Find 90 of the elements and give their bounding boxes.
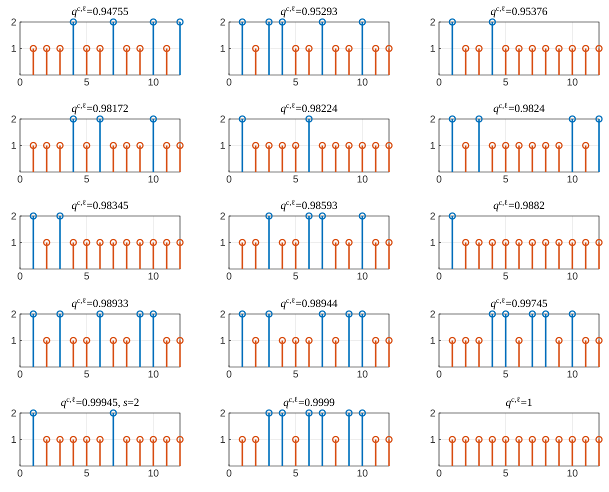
- y-tick-label: 1: [430, 142, 435, 149]
- x-tick-label: 0: [18, 470, 22, 477]
- x-tick-label: 0: [436, 272, 442, 280]
- chart-title: q$^{c,ℓ}$=0.99745: [490, 298, 548, 310]
- y-tick-label: 2: [220, 310, 225, 318]
- x-tick-label: 0: [436, 78, 442, 86]
- y-tick-label: 1: [430, 436, 435, 443]
- x-tick-label: 5: [84, 370, 90, 378]
- y-tick-label: 2: [11, 212, 16, 220]
- y-tick-label: 2: [11, 116, 16, 122]
- x-tick-label: 5: [84, 78, 90, 86]
- y-tick-label: 1: [430, 45, 435, 52]
- x-tick-label: 0: [18, 370, 22, 378]
- y-tick-label: 1: [220, 239, 225, 246]
- y-tick-label: 1: [12, 45, 16, 52]
- x-tick-label: 10: [568, 176, 578, 183]
- chart-title: q$^{c,ℓ}$=0.98944: [280, 298, 338, 310]
- y-tick-label: 2: [11, 410, 16, 416]
- x-tick-label: 0: [18, 272, 22, 280]
- y-tick-label: 2: [220, 18, 225, 26]
- x-tick-label: 5: [84, 470, 90, 477]
- x-tick-label: 5: [84, 272, 90, 280]
- y-tick-label: 2: [430, 212, 435, 220]
- x-tick-label: 5: [503, 78, 508, 86]
- x-tick-label: 0: [226, 176, 232, 183]
- x-tick-label: 5: [293, 176, 298, 182]
- chart-title: q$^{c,ℓ}$=0.98593: [280, 200, 338, 212]
- x-tick-label: 10: [148, 470, 159, 477]
- y-tick-label: 1: [220, 337, 225, 344]
- x-tick-label: 5: [293, 470, 298, 477]
- y-tick-label: 1: [220, 436, 225, 443]
- x-tick-label: 10: [358, 272, 368, 280]
- x-tick-label: 0: [18, 78, 22, 86]
- x-tick-label: 10: [568, 370, 578, 378]
- y-tick-label: 2: [220, 410, 225, 416]
- x-tick-label: 5: [293, 272, 298, 280]
- x-tick-label: 10: [148, 272, 159, 280]
- x-tick-label: 0: [226, 370, 232, 378]
- y-tick-label: 2: [11, 18, 16, 26]
- y-tick-label: 1: [220, 45, 225, 52]
- chart-title: q$^{c,ℓ}$=0.98224: [280, 102, 338, 114]
- x-tick-label: 0: [226, 272, 232, 280]
- x-tick-label: 0: [226, 470, 232, 477]
- y-tick-label: 2: [11, 310, 16, 318]
- y-tick-label: 2: [430, 18, 435, 26]
- x-tick-label: 10: [568, 78, 578, 86]
- y-tick-label: 2: [220, 116, 225, 122]
- x-tick-label: 0: [436, 176, 442, 183]
- chart-title: q$^{c,ℓ}$=0.98172: [72, 102, 128, 114]
- x-tick-label: 10: [358, 78, 368, 86]
- chart-title: q$^{c,ℓ}$=0.9999: [284, 396, 334, 408]
- y-tick-label: 2: [430, 410, 435, 416]
- y-tick-label: 1: [430, 239, 435, 246]
- x-tick-label: 10: [358, 176, 368, 183]
- x-tick-label: 10: [148, 78, 159, 86]
- x-tick-label: 5: [293, 78, 298, 86]
- x-tick-label: 5: [503, 470, 508, 477]
- chart-title: q$^{c,ℓ}$=0.99945, s=2: [61, 396, 139, 408]
- y-tick-label: 1: [12, 436, 16, 443]
- x-tick-label: 10: [358, 470, 368, 477]
- chart-title: q$^{c,ℓ}$=1: [506, 396, 532, 408]
- x-tick-label: 10: [568, 470, 578, 477]
- x-tick-label: 0: [436, 470, 442, 477]
- y-tick-label: 1: [220, 142, 225, 149]
- y-tick-label: 1: [12, 239, 16, 246]
- chart-title: q$^{c,ℓ}$=0.98933: [72, 298, 128, 310]
- x-tick-label: 5: [503, 272, 508, 280]
- y-tick-label: 2: [430, 116, 435, 122]
- x-tick-label: 10: [568, 272, 578, 280]
- chart-title: q$^{c,ℓ}$=0.95376: [490, 6, 548, 18]
- x-tick-label: 5: [503, 176, 508, 182]
- y-tick-label: 2: [220, 212, 225, 220]
- chart-title: q$^{c,ℓ}$=0.98345: [72, 200, 128, 212]
- x-tick-label: 10: [148, 176, 159, 183]
- x-tick-label: 0: [436, 370, 442, 378]
- x-tick-label: 0: [226, 78, 232, 86]
- y-tick-label: 1: [12, 142, 16, 149]
- chart-title: q$^{c,ℓ}$=0.9824: [494, 102, 545, 114]
- x-tick-label: 0: [18, 176, 22, 183]
- chart-title: q$^{c,ℓ}$=0.9882: [494, 200, 544, 212]
- x-tick-label: 5: [293, 370, 298, 378]
- y-tick-label: 1: [430, 337, 435, 344]
- chart-title: q$^{c,ℓ}$=0.95293: [280, 6, 338, 18]
- x-tick-label: 5: [503, 370, 508, 378]
- x-tick-label: 10: [148, 370, 159, 378]
- x-tick-label: 5: [84, 176, 90, 182]
- chart-title: q$^{c,ℓ}$=0.94755: [72, 6, 128, 18]
- y-tick-label: 1: [12, 337, 16, 344]
- x-tick-label: 10: [358, 370, 368, 378]
- y-tick-label: 2: [430, 310, 435, 318]
